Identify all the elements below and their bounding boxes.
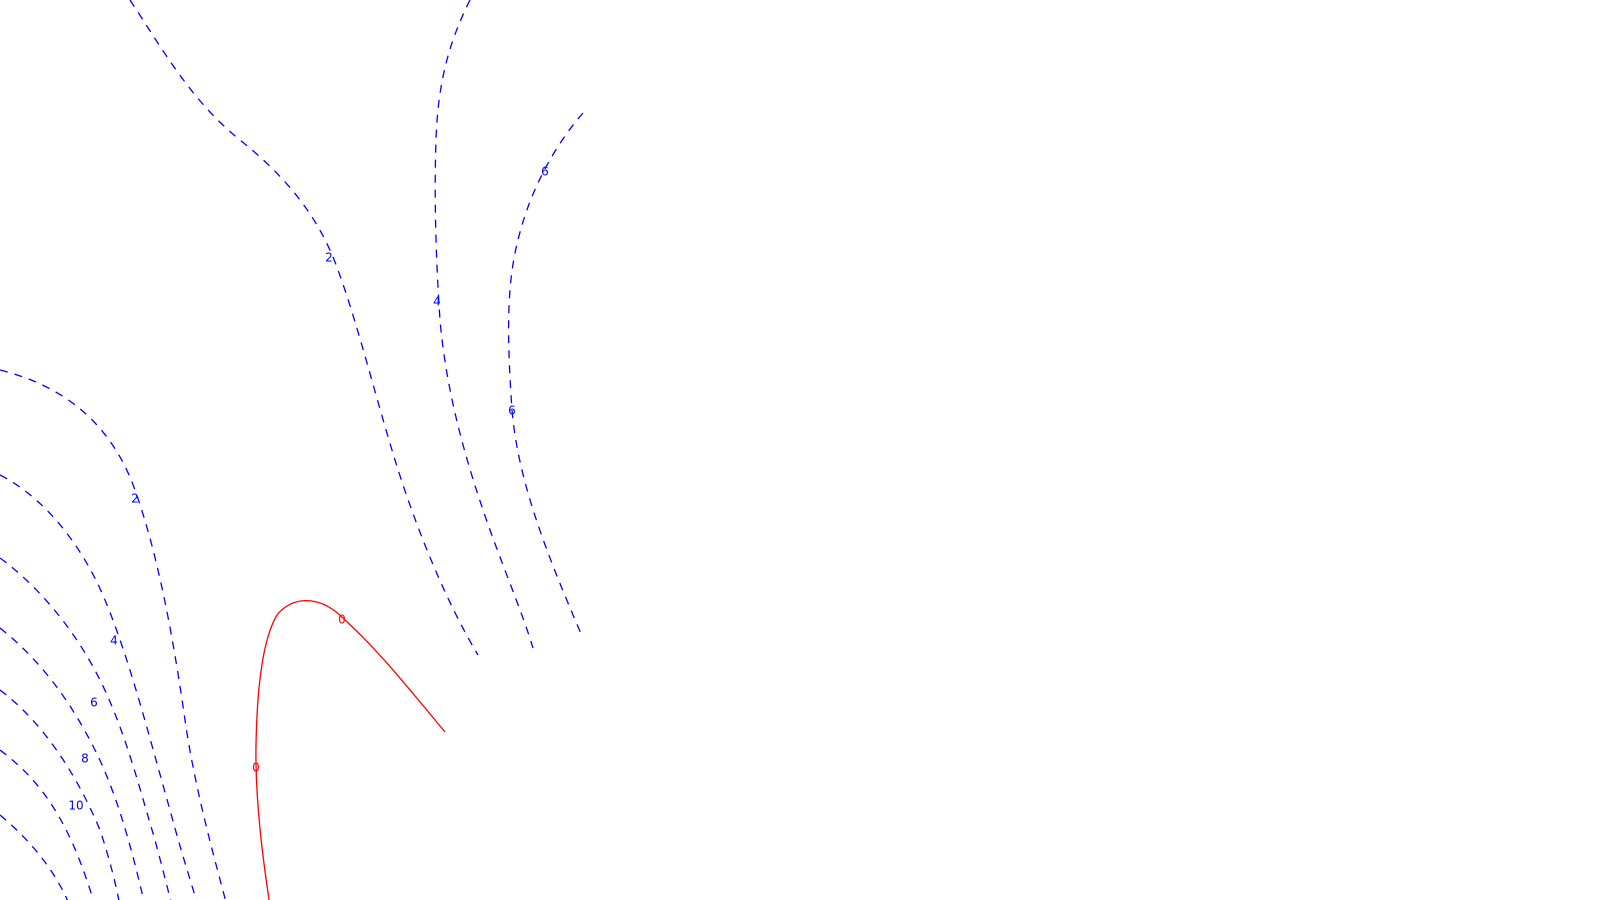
contour-line-2-upper — [129, 0, 479, 656]
contour-line-4-upper — [434, 0, 534, 649]
contour-label-2-b: 2 — [131, 492, 139, 506]
contour-label-6-b: 6 — [508, 404, 516, 418]
contour-label-2-a: 2 — [325, 251, 333, 265]
contour-line-8-lower — [0, 749, 94, 900]
contour-line-10-lower — [0, 814, 69, 900]
contour-line-4-lower — [0, 557, 172, 900]
contour-label-4-a: 4 — [433, 295, 441, 309]
contour-label-6-c: 6 — [90, 696, 98, 710]
contour-line-2-lower — [0, 369, 227, 900]
contour-label-6-a: 6 — [541, 165, 549, 179]
contour-line-3-lower — [0, 474, 197, 900]
contour-line-6-lower — [0, 689, 120, 900]
contour-line-6-upper — [507, 112, 584, 637]
contour-line-0 — [255, 599, 446, 900]
contour-label-4-b: 4 — [110, 634, 118, 648]
contour-label-10: 10 — [68, 799, 83, 813]
contour-label-0-b: 0 — [252, 761, 260, 775]
contour-line-5-lower — [0, 627, 145, 900]
contour-label-0-a: 0 — [338, 613, 346, 627]
contour-label-8: 8 — [81, 752, 89, 766]
